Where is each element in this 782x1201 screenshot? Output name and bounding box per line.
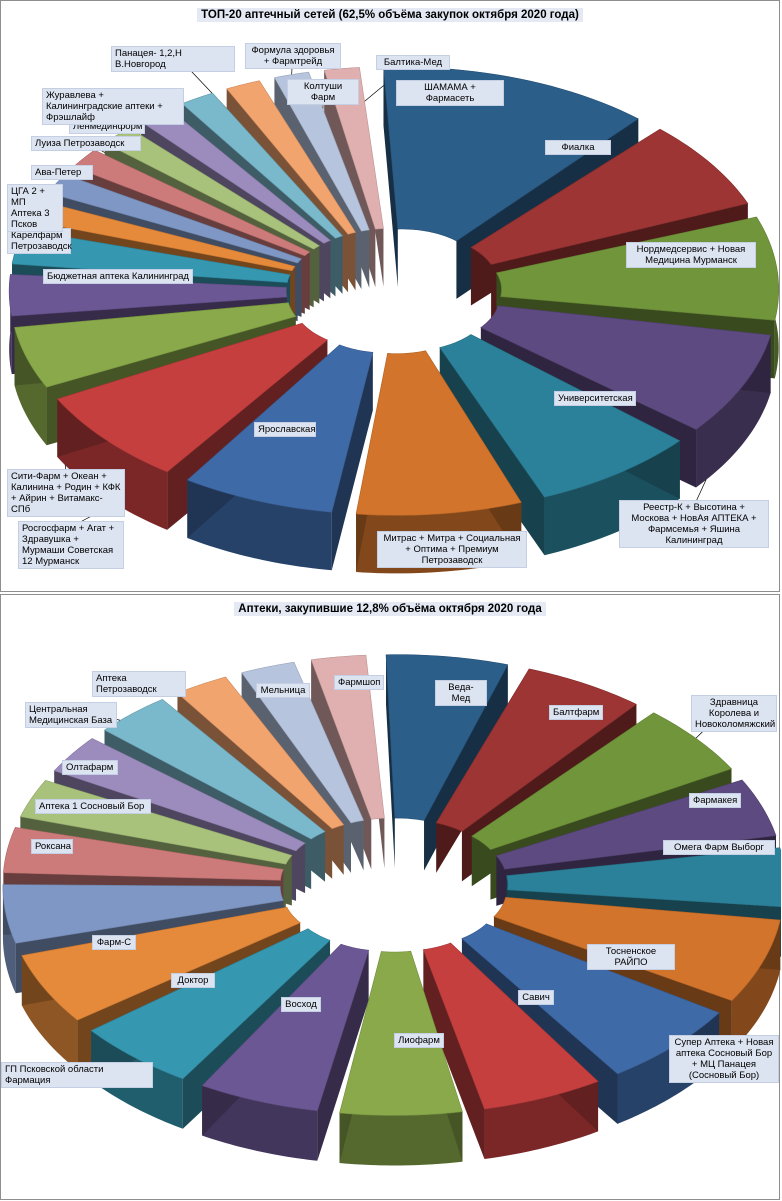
slice-label: Аптека 1 Сосновый Бор [35, 799, 151, 814]
chart-top20-title: ТОП-20 аптечный сетей (62,5% объёма заку… [1, 8, 779, 22]
slice-label: ШАМАМА + Фармасеть [396, 80, 504, 106]
slice-label: Ава-Петер [31, 165, 93, 180]
slice-label: Фармакея [689, 793, 741, 808]
slice-label: Университетская [554, 391, 636, 406]
slice-label: Бюджетная аптека Калининград [43, 269, 193, 284]
slice-label: Роксана [31, 839, 73, 854]
slice-label: Супер Аптека + Новая аптека Сосновый Бор… [669, 1035, 779, 1083]
slice-label: Балтфарм [549, 705, 603, 720]
pie-slice [201, 943, 370, 1161]
slice-label: ГП Псковской области Фармация [1, 1062, 153, 1088]
slice-label: Сити-Фарм + Океан + Калинина + Родин + К… [7, 469, 125, 517]
slice-label: Фиалка [545, 140, 611, 155]
slice-label: Формула здоровья + Фармтрейд [245, 43, 341, 69]
slice-label: Восход [281, 997, 321, 1012]
slice-label: ЦГА 2 + МП Аптека 3 Псков [7, 184, 63, 232]
slice-label: Савич [518, 990, 554, 1005]
slice-label: Митрас + Митра + Социальная + Оптима + П… [377, 531, 527, 568]
slice-label: Карелфарм Петрозаводск [7, 228, 72, 254]
slice-label: Колтуши Фарм [287, 79, 359, 105]
slice-label: Лиофарм [394, 1033, 444, 1048]
slice-label: Балтика-Мед [376, 55, 450, 70]
slice-label: Веда-Мед [435, 680, 487, 706]
slice-label: Росгосфарм + Агат + Здравушка + Мурмаши … [18, 521, 124, 569]
slice-label: Здравница Королева и Новоколомяжский [691, 695, 777, 732]
slice-label: Олтафарм [62, 760, 118, 775]
slice-label: Ярославская [254, 422, 316, 437]
slice-label: Центральная Медицинская База [25, 702, 117, 728]
slice-label: Фармшоп [334, 675, 384, 690]
slice-label: Омега Фарм Выборг [663, 840, 775, 855]
slice-label: Журавлева + Калининградские аптеки + Фрэ… [42, 88, 184, 125]
slice-label: Мельница [256, 683, 310, 698]
slice-label: Луиза Петрозаводск [31, 136, 141, 151]
slice-label: Фарм-С [92, 935, 136, 950]
chart-pharmacies-panel: Аптеки, закупившие 12,8% объёма октября … [0, 594, 781, 1200]
chart-top20-panel: ТОП-20 аптечный сетей (62,5% объёма заку… [0, 0, 780, 592]
chart-pharmacies-title: Аптеки, закупившие 12,8% объёма октября … [1, 602, 779, 616]
slice-label: Доктор [171, 973, 215, 988]
slice-label: Нордмедсервис + Новая Медицина Мурманск [626, 242, 756, 268]
slice-label: Реестр-К + Высотина + Москова + НовАя АП… [619, 500, 769, 548]
pie-slice [422, 942, 599, 1160]
slice-label: Аптека Петрозаводск [92, 671, 186, 697]
pie-slice [186, 344, 374, 571]
slice-label: Панацея- 1,2,Н В.Новгород [111, 46, 235, 72]
slice-label: Тосненское РАЙПО [587, 944, 675, 970]
